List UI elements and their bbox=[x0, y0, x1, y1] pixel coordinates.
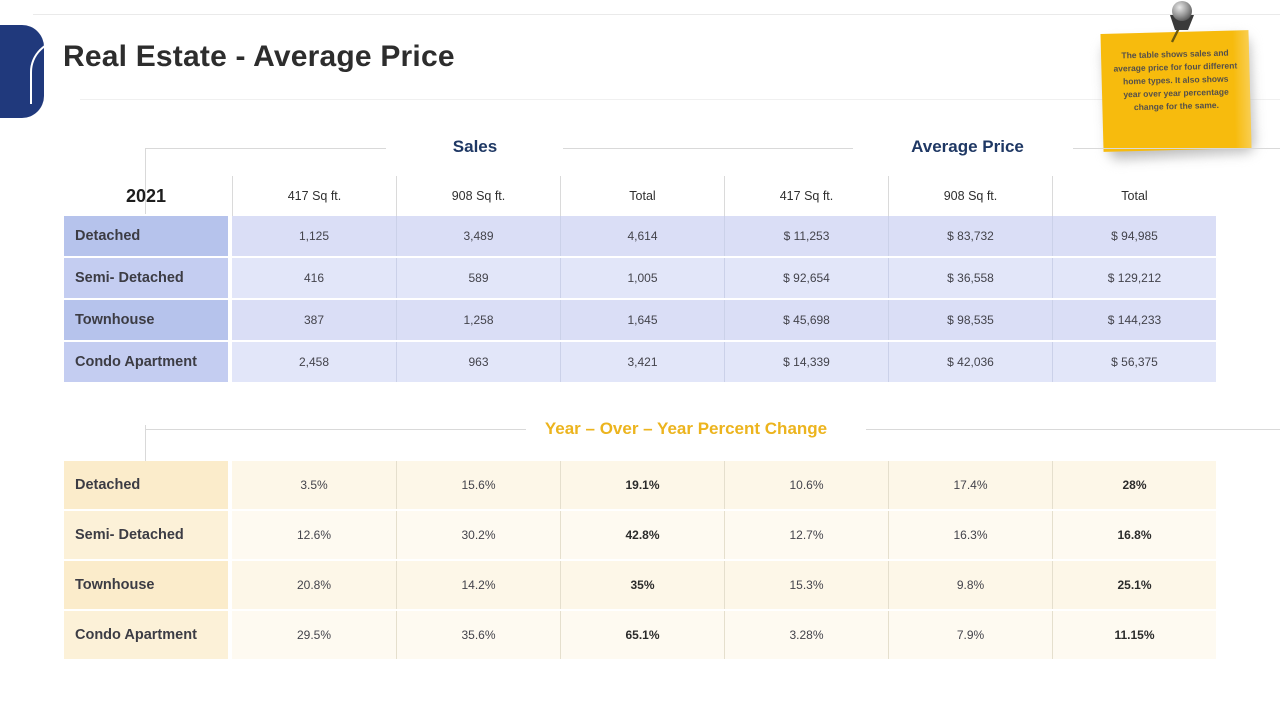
table-cell: $ 92,654 bbox=[724, 258, 888, 298]
table-cell: $ 83,732 bbox=[888, 216, 1052, 256]
table-cell: $ 94,985 bbox=[1052, 216, 1216, 256]
column-gap bbox=[228, 611, 232, 659]
column-gap bbox=[228, 342, 232, 382]
column-header: 417 Sq ft. bbox=[232, 176, 396, 216]
table-cell: 3,421 bbox=[560, 342, 724, 382]
table-cell: $ 11,253 bbox=[724, 216, 888, 256]
row-label: Detached bbox=[64, 461, 228, 509]
table-cell: $ 98,535 bbox=[888, 300, 1052, 340]
table-cell: 9.8% bbox=[888, 561, 1052, 609]
column-header: Total bbox=[1052, 176, 1216, 216]
table-cell: 19.1% bbox=[560, 461, 724, 509]
table-cell: $ 129,212 bbox=[1052, 258, 1216, 298]
table-cell: 963 bbox=[396, 342, 560, 382]
table-cell: $ 56,375 bbox=[1052, 342, 1216, 382]
table-cell: 1,005 bbox=[560, 258, 724, 298]
table-cell: 20.8% bbox=[232, 561, 396, 609]
column-gap bbox=[228, 461, 232, 509]
title-divider bbox=[80, 99, 1280, 100]
table-cell: 1,125 bbox=[232, 216, 396, 256]
table-cell: 2,458 bbox=[232, 342, 396, 382]
table-cell: 35% bbox=[560, 561, 724, 609]
bracket-line-segment bbox=[1073, 148, 1280, 149]
table-cell: 25.1% bbox=[1052, 561, 1216, 609]
table-cell: 17.4% bbox=[888, 461, 1052, 509]
table-cell: 7.9% bbox=[888, 611, 1052, 659]
table-cell: 16.8% bbox=[1052, 511, 1216, 559]
table-cell: 15.6% bbox=[396, 461, 560, 509]
column-gap bbox=[228, 511, 232, 559]
table-cell: $ 144,233 bbox=[1052, 300, 1216, 340]
group-header-sales: Sales bbox=[452, 137, 498, 156]
table-cell: 35.6% bbox=[396, 611, 560, 659]
table-cell: 16.3% bbox=[888, 511, 1052, 559]
column-header: 908 Sq ft. bbox=[888, 176, 1052, 216]
table-cell: 3,489 bbox=[396, 216, 560, 256]
table-cell: 11.15% bbox=[1052, 611, 1216, 659]
bracket-line-segment bbox=[563, 148, 853, 149]
table-cell: 12.7% bbox=[724, 511, 888, 559]
table-cell: 30.2% bbox=[396, 511, 560, 559]
sticky-note-paper: The table shows sales and average price … bbox=[1100, 30, 1252, 152]
table-cell: 12.6% bbox=[232, 511, 396, 559]
bracket-vertical-line bbox=[145, 148, 146, 214]
table-cell: 14.2% bbox=[396, 561, 560, 609]
row-label: Semi- Detached bbox=[64, 258, 228, 298]
table-cell: 3.28% bbox=[724, 611, 888, 659]
bracket-line-segment bbox=[866, 429, 1280, 430]
column-header: 908 Sq ft. bbox=[396, 176, 560, 216]
bracket-vertical-line bbox=[145, 425, 146, 461]
main-table-header-row: 2021 417 Sq ft. 908 Sq ft. Total 417 Sq … bbox=[64, 176, 1216, 216]
row-label: Condo Apartment bbox=[64, 342, 228, 382]
corner-accent-arc bbox=[30, 40, 78, 104]
group-header-average-price: Average Price bbox=[911, 137, 1024, 156]
percent-change-title: Year – Over – Year Percent Change bbox=[544, 419, 828, 438]
column-gap bbox=[228, 300, 232, 340]
table-cell: 29.5% bbox=[232, 611, 396, 659]
push-pin-icon bbox=[1170, 1, 1194, 43]
year-label: 2021 bbox=[125, 185, 167, 206]
row-label: Condo Apartment bbox=[64, 611, 228, 659]
table-cell: 1,258 bbox=[396, 300, 560, 340]
bracket-line-segment bbox=[146, 148, 386, 149]
column-gap bbox=[228, 216, 232, 256]
row-label: Townhouse bbox=[64, 300, 228, 340]
table-cell: 10.6% bbox=[724, 461, 888, 509]
row-label: Detached bbox=[64, 216, 228, 256]
sticky-note: The table shows sales and average price … bbox=[1096, 0, 1260, 170]
percent-change-table: Detached 3.5% 15.6% 19.1% 10.6% 17.4% 28… bbox=[64, 461, 1216, 659]
table-cell: $ 42,036 bbox=[888, 342, 1052, 382]
row-label: Townhouse bbox=[64, 561, 228, 609]
column-gap bbox=[228, 176, 232, 216]
main-table: Detached 1,125 3,489 4,614 $ 11,253 $ 83… bbox=[64, 216, 1216, 382]
table-cell: 3.5% bbox=[232, 461, 396, 509]
table-cell: 1,645 bbox=[560, 300, 724, 340]
column-header: 417 Sq ft. bbox=[724, 176, 888, 216]
column-gap bbox=[228, 561, 232, 609]
row-label: Semi- Detached bbox=[64, 511, 228, 559]
top-divider bbox=[33, 14, 1280, 15]
table-cell: 28% bbox=[1052, 461, 1216, 509]
table-cell: $ 14,339 bbox=[724, 342, 888, 382]
column-header: Total bbox=[560, 176, 724, 216]
bracket-line-segment bbox=[146, 429, 526, 430]
table-cell: 4,614 bbox=[560, 216, 724, 256]
column-gap bbox=[228, 258, 232, 298]
table-cell: 589 bbox=[396, 258, 560, 298]
table-cell: 15.3% bbox=[724, 561, 888, 609]
table-cell: 387 bbox=[232, 300, 396, 340]
table-cell: 65.1% bbox=[560, 611, 724, 659]
page-title: Real Estate - Average Price bbox=[63, 40, 455, 73]
table-cell: $ 36,558 bbox=[888, 258, 1052, 298]
table-cell: $ 45,698 bbox=[724, 300, 888, 340]
table-cell: 42.8% bbox=[560, 511, 724, 559]
table-cell: 416 bbox=[232, 258, 396, 298]
